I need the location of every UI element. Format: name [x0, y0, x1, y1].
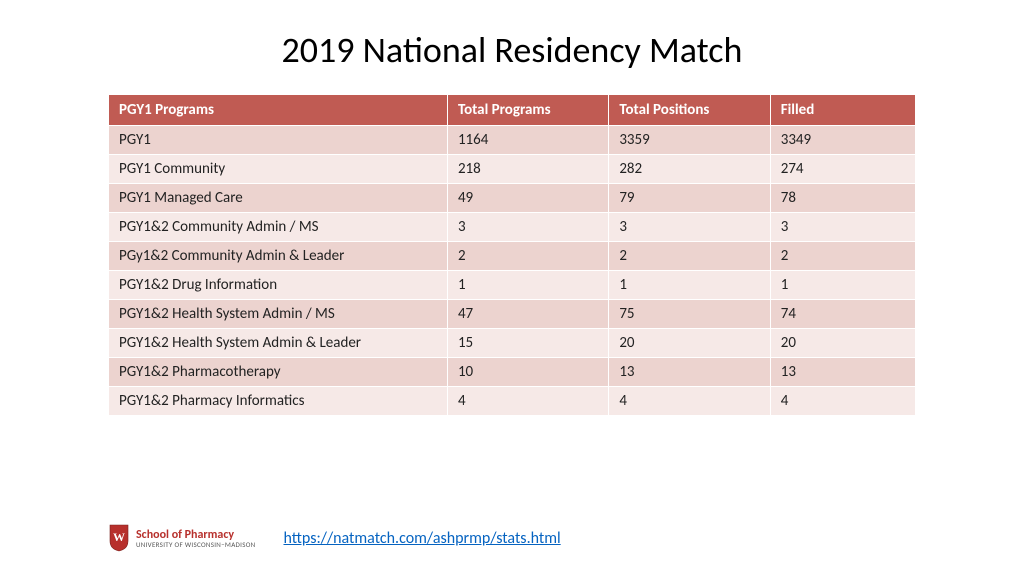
table-cell: 1 — [770, 271, 915, 300]
table-cell: 3359 — [609, 126, 770, 155]
table-row: PGy1&2 Community Admin & Leader222 — [109, 242, 916, 271]
table-cell: 274 — [770, 155, 915, 184]
table-row: PGY1&2 Health System Admin / MS477574 — [109, 300, 916, 329]
table-cell: PGY1&2 Health System Admin / MS — [109, 300, 448, 329]
footer: W School of Pharmacy UNIVERSITY OF WISCO… — [108, 524, 561, 552]
logo-main-text: School of Pharmacy — [136, 529, 255, 541]
table-cell: 10 — [447, 358, 608, 387]
table-cell: 2 — [447, 242, 608, 271]
source-link[interactable]: https://natmatch.com/ashprmp/stats.html — [283, 529, 560, 548]
table-cell: 15 — [447, 329, 608, 358]
table-cell: PGY1&2 Community Admin / MS — [109, 213, 448, 242]
table-body: PGY1116433593349PGY1 Community218282274P… — [109, 126, 916, 416]
logo-sub-text: UNIVERSITY OF WISCONSIN–MADISON — [136, 541, 255, 548]
table-cell: 3 — [609, 213, 770, 242]
table-header-row: PGY1 Programs Total Programs Total Posit… — [109, 95, 916, 126]
table-cell: PGY1&2 Pharmacotherapy — [109, 358, 448, 387]
col-header-total-positions: Total Positions — [609, 95, 770, 126]
table-cell: 78 — [770, 184, 915, 213]
table-cell: PGY1&2 Pharmacy Informatics — [109, 387, 448, 416]
table-cell: 4 — [770, 387, 915, 416]
table-cell: PGY1&2 Health System Admin & Leader — [109, 329, 448, 358]
page-title: 2019 National Residency Match — [0, 0, 1024, 94]
table-cell: 4 — [447, 387, 608, 416]
table-row: PGY1116433593349 — [109, 126, 916, 155]
table-row: PGY1&2 Health System Admin & Leader15202… — [109, 329, 916, 358]
table-container: PGY1 Programs Total Programs Total Posit… — [0, 94, 1024, 416]
residency-table: PGY1 Programs Total Programs Total Posit… — [108, 94, 916, 416]
col-header-programs: PGY1 Programs — [109, 95, 448, 126]
table-row: PGY1 Managed Care497978 — [109, 184, 916, 213]
svg-text:W: W — [113, 530, 125, 544]
table-cell: 3349 — [770, 126, 915, 155]
table-cell: 4 — [609, 387, 770, 416]
table-cell: 282 — [609, 155, 770, 184]
table-cell: PGY1 Community — [109, 155, 448, 184]
table-cell: 13 — [609, 358, 770, 387]
table-cell: PGY1 Managed Care — [109, 184, 448, 213]
table-row: PGY1&2 Drug Information111 — [109, 271, 916, 300]
school-logo: W School of Pharmacy UNIVERSITY OF WISCO… — [108, 524, 255, 552]
table-cell: 1 — [609, 271, 770, 300]
table-cell: 1164 — [447, 126, 608, 155]
table-row: PGY1&2 Community Admin / MS333 — [109, 213, 916, 242]
table-row: PGY1 Community218282274 — [109, 155, 916, 184]
table-cell: PGY1&2 Drug Information — [109, 271, 448, 300]
table-cell: 3 — [447, 213, 608, 242]
logo-text: School of Pharmacy UNIVERSITY OF WISCONS… — [136, 529, 255, 548]
crest-icon: W — [108, 524, 130, 552]
col-header-total-programs: Total Programs — [447, 95, 608, 126]
table-cell: 2 — [770, 242, 915, 271]
table-cell: 79 — [609, 184, 770, 213]
table-cell: 74 — [770, 300, 915, 329]
table-cell: 47 — [447, 300, 608, 329]
table-cell: 20 — [609, 329, 770, 358]
table-cell: 218 — [447, 155, 608, 184]
table-cell: 3 — [770, 213, 915, 242]
table-cell: 1 — [447, 271, 608, 300]
table-row: PGY1&2 Pharmacotherapy101313 — [109, 358, 916, 387]
table-cell: 20 — [770, 329, 915, 358]
table-cell: 75 — [609, 300, 770, 329]
table-cell: 13 — [770, 358, 915, 387]
table-cell: PGy1&2 Community Admin & Leader — [109, 242, 448, 271]
col-header-filled: Filled — [770, 95, 915, 126]
table-cell: PGY1 — [109, 126, 448, 155]
table-row: PGY1&2 Pharmacy Informatics444 — [109, 387, 916, 416]
table-cell: 2 — [609, 242, 770, 271]
table-cell: 49 — [447, 184, 608, 213]
